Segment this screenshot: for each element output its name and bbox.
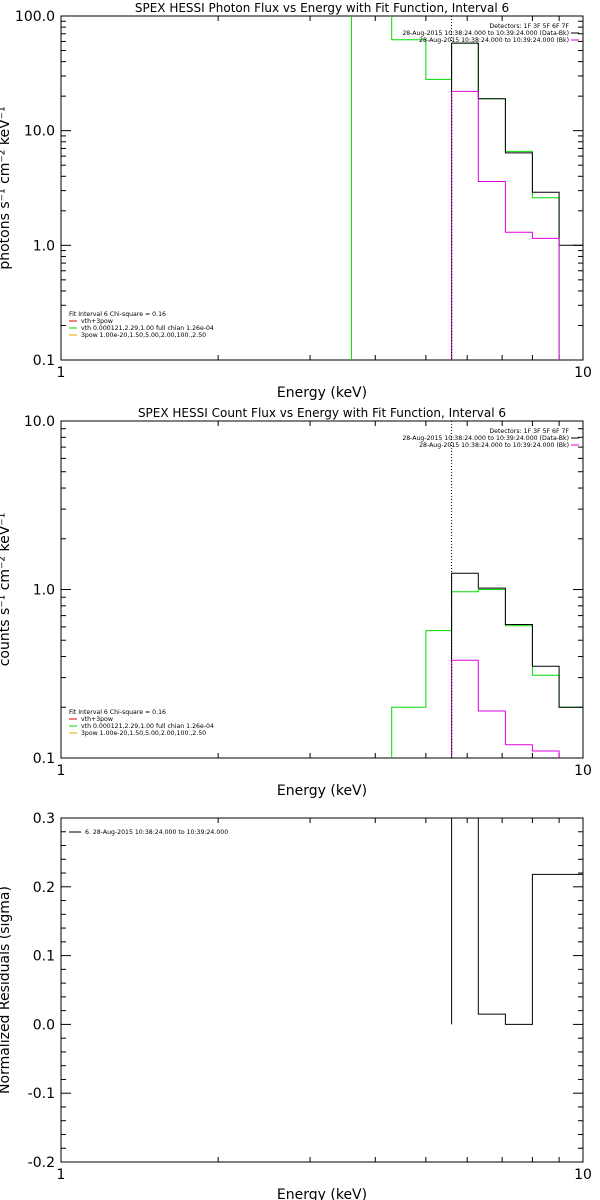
x-tick-label: 10 (574, 365, 592, 381)
y-tick-label: 10.0 (24, 414, 55, 430)
x-tick-label: 1 (57, 365, 66, 381)
x-axis-label: Energy (keV) (277, 385, 367, 401)
y-axis-label: counts s⁻¹ cm⁻² keV⁻¹ (0, 513, 13, 667)
legend-bottom-text: vth+3pow (81, 716, 113, 723)
y-tick-label: 0.1 (33, 949, 55, 965)
series-group (350, 16, 583, 360)
chart-panel-2: SPEX HESSI Count Flux vs Energy with Fit… (0, 406, 592, 799)
y-tick-label: 1.0 (33, 583, 55, 599)
legend-top-text: Detectors: 1F 3F 5F 6F 7F (489, 23, 569, 30)
x-tick-label: 10 (574, 763, 592, 779)
legend-bottom-text: 3pow 1.00e-20,1.50,5.00,2.00,100.,2.50 (81, 730, 206, 737)
y-tick-label: 0.1 (33, 751, 55, 767)
chart-panel-1: SPEX HESSI Photon Flux vs Energy with Fi… (0, 1, 592, 401)
legend-top-text: 28-Aug-2015 10:38:24.000 to 10:39:24.000… (402, 435, 569, 442)
x-tick-label: 1 (57, 1167, 66, 1183)
series-3-line (451, 659, 560, 758)
legend-bottom-text: 3pow 1.00e-20,1.50,5.00,2.00,100.,2.50 (81, 332, 206, 339)
y-tick-label: 100.0 (15, 9, 55, 25)
legend-bottom-text: vth 0.000121,2.29,1.00 full chian 1.26e-… (81, 325, 214, 332)
series-1-line (391, 589, 583, 758)
y-tick-label: -0.2 (28, 1155, 55, 1171)
x-axis-label: Energy (keV) (277, 783, 367, 799)
series-group (451, 818, 583, 1025)
x-axis-label: Energy (keV) (277, 1187, 367, 1200)
legend-bottom-text: Fit Interval 6 Chi-square = 0.16 (69, 311, 166, 318)
y-axis-label: photons s⁻¹ cm⁻² keV⁻¹ (0, 106, 13, 269)
legend-bottom-text: Fit Interval 6 Chi-square = 0.16 (69, 709, 166, 716)
y-tick-label: 10.0 (24, 124, 55, 140)
legend-top-text: Detectors: 1F 3F 5F 6F 7F (489, 428, 569, 435)
legend-bottom-text: vth 0.000121,2.29,1.00 full chian 1.26e-… (81, 723, 214, 730)
plot-frame (60, 15, 584, 361)
y-tick-label: 1.0 (33, 238, 55, 254)
y-axis-label: Normalized Residuals (sigma) (0, 886, 13, 1094)
chart-panel-3: 1 10 -0.2 -0.1 0.0 0.1 0.2 0.3 Energy (keV) Norma… (0, 811, 592, 1200)
y-tick-label: -0.1 (28, 1086, 55, 1102)
x-tick-label: 1 (57, 763, 66, 779)
legend-top-text: 28-Aug-2015 10:38:24.000 to 10:39:24.000… (419, 37, 569, 44)
legend-top-text: 28-Aug-2015 10:38:24.000 to 10:39:24.000… (419, 442, 569, 449)
series-3-line (451, 90, 560, 360)
chart-title: SPEX HESSI Photon Flux vs Energy with Fi… (135, 1, 509, 15)
plot-frame (60, 817, 584, 1163)
series-1-line (451, 818, 583, 1025)
x-tick-label: 10 (574, 1167, 592, 1183)
series-2-line (451, 42, 583, 360)
series-2-line (451, 572, 583, 758)
y-tick-label: 0.3 (33, 811, 55, 827)
legend-text: 6. 28-Aug-2015 10:38:24.000 to 10:39:24.… (85, 829, 228, 836)
y-tick-label: 0.0 (33, 1017, 55, 1033)
y-tick-label: 0.1 (33, 353, 55, 369)
chart-title: SPEX HESSI Count Flux vs Energy with Fit… (138, 406, 506, 420)
series-1-line (350, 16, 560, 360)
y-tick-label: 0.2 (33, 880, 55, 896)
series-group (391, 421, 583, 758)
legend-top-text: 28-Aug-2015 10:38:24.000 to 10:39:24.000… (402, 30, 569, 37)
legend-bottom-text: vth+3pow (81, 318, 113, 325)
